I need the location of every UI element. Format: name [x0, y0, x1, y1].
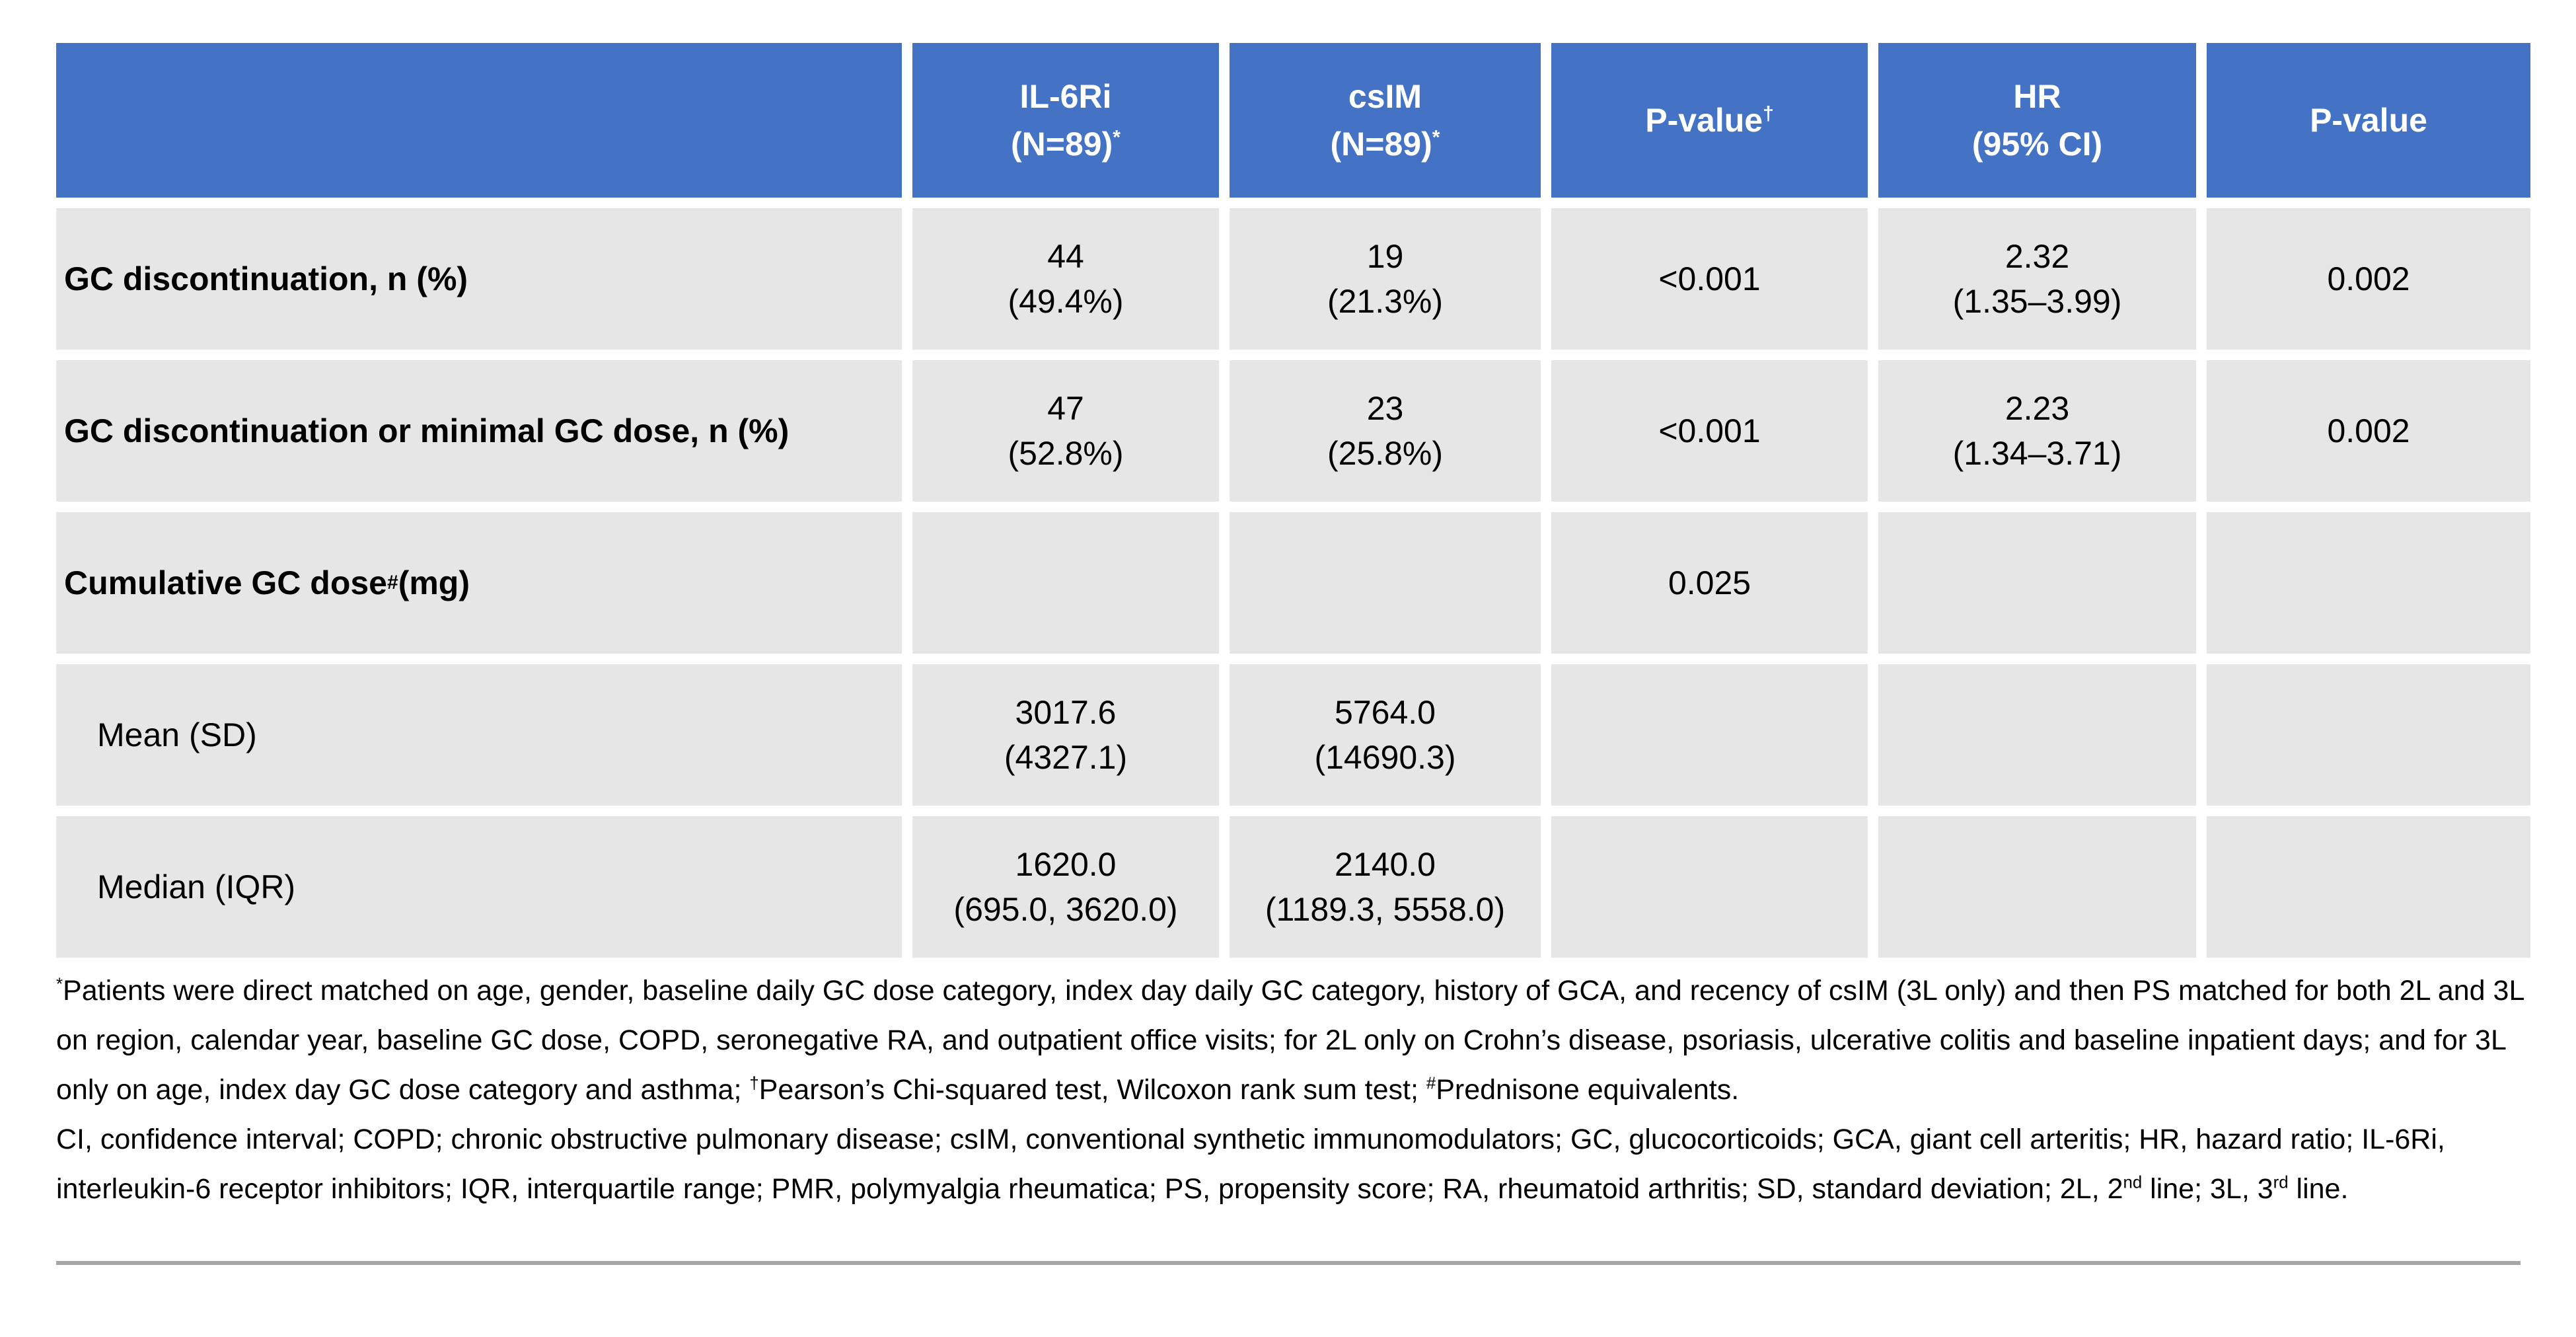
row-label-text: Cumulative GC dose	[64, 564, 387, 601]
row-label-mean-sd: Mean (SD)	[56, 664, 902, 806]
header-hr-line1: HR	[2013, 78, 2061, 115]
header-cell-csim: csIM (N=89)*	[1230, 43, 1541, 198]
row-label-cumulative-gc-dose: Cumulative GC dose # (mg)	[56, 512, 902, 654]
header-hr-line2: (95% CI)	[1971, 126, 2103, 163]
header-pvalue-chi-line1: P-value	[1645, 102, 1763, 139]
header-csim-sup2: *	[1432, 126, 1440, 149]
cell-gc-disc-minimal-hr: 2.23 (1.34–3.71)	[1878, 360, 2196, 502]
cell-mean-csim: 5764.0 (14690.3)	[1230, 664, 1541, 806]
footnotes: *Patients were direct matched on age, ge…	[56, 966, 2542, 1214]
cell-gc-discontinuation-hr: 2.32 (1.35–3.99)	[1878, 208, 2196, 350]
row-label-gc-discontinuation: GC discontinuation, n (%)	[56, 208, 902, 350]
row-label-median-iqr: Median (IQR)	[56, 816, 902, 958]
header-cell-il6ri: IL-6Ri (N=89)*	[912, 43, 1219, 198]
cell-median-pvalue-chi	[1551, 816, 1868, 958]
cell-cumulative-dose-il6ri	[912, 512, 1219, 654]
header-cell-hr-ci: HR (95% CI)	[1878, 43, 2196, 198]
cell-mean-hr	[1878, 664, 2196, 806]
footnote-methods: *Patients were direct matched on age, ge…	[56, 975, 2524, 1106]
cell-mean-pvalue-chi	[1551, 664, 1868, 806]
header-il6ri-line2: (N=89)	[1011, 126, 1113, 163]
header-pvalue-hr-line1: P-value	[2310, 102, 2427, 139]
cell-median-hr	[1878, 816, 2196, 958]
cell-gc-disc-minimal-pvalue-chi: <0.001	[1551, 360, 1868, 502]
row-label-text: Median (IQR)	[97, 868, 296, 905]
cell-gc-discontinuation-csim: 19 (21.3%)	[1230, 208, 1541, 350]
header-cell-pvalue-hr: P-value	[2207, 43, 2530, 198]
row-label-text: GC discontinuation or minimal GC dose, n…	[64, 412, 790, 449]
row-label-suffix: (mg)	[398, 564, 470, 601]
header-cell-pvalue-chi: P-value†	[1551, 43, 1868, 198]
header-pvalue-chi-sup1: †	[1763, 102, 1774, 125]
cell-cumulative-dose-csim	[1230, 512, 1541, 654]
cell-gc-disc-minimal-il6ri: 47 (52.8%)	[912, 360, 1219, 502]
cell-gc-discontinuation-pvalue-hr: 0.002	[2207, 208, 2530, 350]
bottom-divider	[56, 1261, 2521, 1265]
header-empty-cell	[56, 43, 902, 198]
cell-cumulative-dose-pvalue-hr	[2207, 512, 2530, 654]
cell-cumulative-dose-pvalue-chi: 0.025	[1551, 512, 1868, 654]
cell-median-il6ri: 1620.0 (695.0, 3620.0)	[912, 816, 1219, 958]
row-label-text: GC discontinuation, n (%)	[64, 260, 468, 297]
cell-median-csim: 2140.0 (1189.3, 5558.0)	[1230, 816, 1541, 958]
cell-median-pvalue-hr	[2207, 816, 2530, 958]
header-il6ri-line1: IL-6Ri	[1019, 78, 1112, 115]
cell-gc-disc-minimal-pvalue-hr: 0.002	[2207, 360, 2530, 502]
footnote-abbreviations: CI, confidence interval; COPD; chronic o…	[56, 1124, 2445, 1205]
cell-gc-disc-minimal-csim: 23 (25.8%)	[1230, 360, 1541, 502]
header-csim-line1: csIM	[1348, 78, 1422, 115]
cell-gc-discontinuation-il6ri: 44 (49.4%)	[912, 208, 1219, 350]
row-label-text: Mean (SD)	[97, 716, 257, 753]
header-csim-line2: (N=89)	[1330, 126, 1432, 163]
results-table: IL-6Ri (N=89)* csIM (N=89)* P-value† HR …	[56, 43, 2530, 958]
cell-mean-pvalue-hr	[2207, 664, 2530, 806]
cell-gc-discontinuation-pvalue-chi: <0.001	[1551, 208, 1868, 350]
cell-cumulative-dose-hr	[1878, 512, 2196, 654]
cell-mean-il6ri: 3017.6 (4327.1)	[912, 664, 1219, 806]
row-label-gc-discontinuation-or-minimal: GC discontinuation or minimal GC dose, n…	[56, 360, 902, 502]
header-il6ri-sup2: *	[1113, 126, 1121, 149]
